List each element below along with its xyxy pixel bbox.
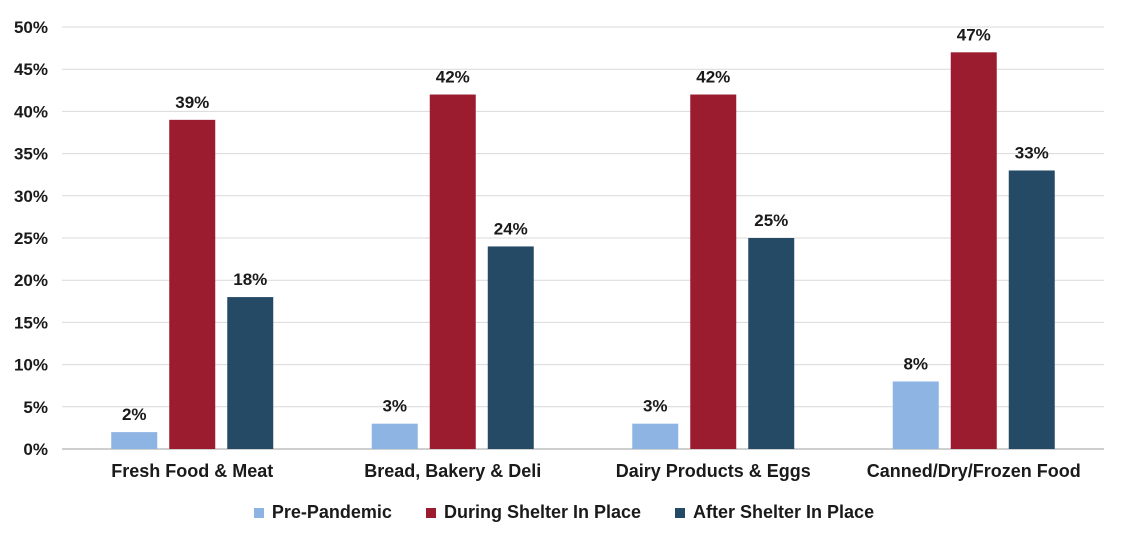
y-tick-label: 15% bbox=[14, 313, 48, 332]
data-label: 33% bbox=[1015, 143, 1049, 162]
data-label: 39% bbox=[175, 93, 209, 112]
data-label: 3% bbox=[382, 397, 407, 416]
legend-item-pre-pandemic: Pre-Pandemic bbox=[253, 502, 392, 523]
y-tick-label: 10% bbox=[14, 356, 48, 375]
y-tick-label: 35% bbox=[14, 145, 48, 164]
data-label: 8% bbox=[903, 354, 928, 373]
y-tick-label: 30% bbox=[14, 187, 48, 206]
data-label: 42% bbox=[436, 68, 470, 87]
bar bbox=[950, 52, 997, 449]
y-tick-label: 45% bbox=[14, 60, 48, 79]
legend-label-pre-pandemic: Pre-Pandemic bbox=[271, 502, 392, 522]
legend-swatch-during-shelter bbox=[425, 507, 436, 518]
legend: Pre-Pandemic During Shelter In Place Aft… bbox=[0, 502, 1128, 523]
bar bbox=[1008, 170, 1055, 450]
y-tick-label: 0% bbox=[23, 440, 48, 459]
bar bbox=[111, 432, 158, 449]
bar bbox=[371, 423, 418, 449]
bar bbox=[429, 94, 476, 450]
data-label: 47% bbox=[957, 25, 991, 44]
y-tick-label: 40% bbox=[14, 102, 48, 121]
y-tick-label: 50% bbox=[14, 18, 48, 37]
data-label: 18% bbox=[233, 270, 267, 289]
bar bbox=[892, 381, 939, 449]
x-category-label: Dairy Products & Eggs bbox=[616, 461, 811, 481]
bar bbox=[632, 423, 679, 449]
bar bbox=[487, 246, 534, 449]
y-tick-label: 25% bbox=[14, 229, 48, 248]
data-label: 42% bbox=[696, 68, 730, 87]
legend-item-during-shelter: During Shelter In Place bbox=[425, 502, 642, 523]
data-label: 24% bbox=[494, 219, 528, 238]
bar bbox=[748, 238, 795, 449]
y-tick-label: 20% bbox=[14, 271, 48, 290]
data-label: 25% bbox=[754, 211, 788, 230]
legend-label-during-shelter: During Shelter In Place bbox=[443, 502, 642, 522]
x-category-label: Bread, Bakery & Deli bbox=[364, 461, 541, 481]
x-category-label: Canned/Dry/Frozen Food bbox=[867, 461, 1081, 481]
legend-swatch-after-shelter bbox=[675, 507, 686, 518]
bar bbox=[169, 119, 216, 449]
bar bbox=[690, 94, 737, 450]
y-tick-label: 5% bbox=[23, 398, 48, 417]
legend-item-after-shelter: After Shelter In Place bbox=[675, 502, 874, 523]
bar bbox=[227, 297, 274, 449]
data-label: 2% bbox=[122, 405, 147, 424]
data-label: 3% bbox=[643, 397, 668, 416]
legend-label-after-shelter: After Shelter In Place bbox=[693, 502, 875, 522]
x-category-label: Fresh Food & Meat bbox=[111, 461, 273, 481]
legend-swatch-pre-pandemic bbox=[253, 507, 264, 518]
